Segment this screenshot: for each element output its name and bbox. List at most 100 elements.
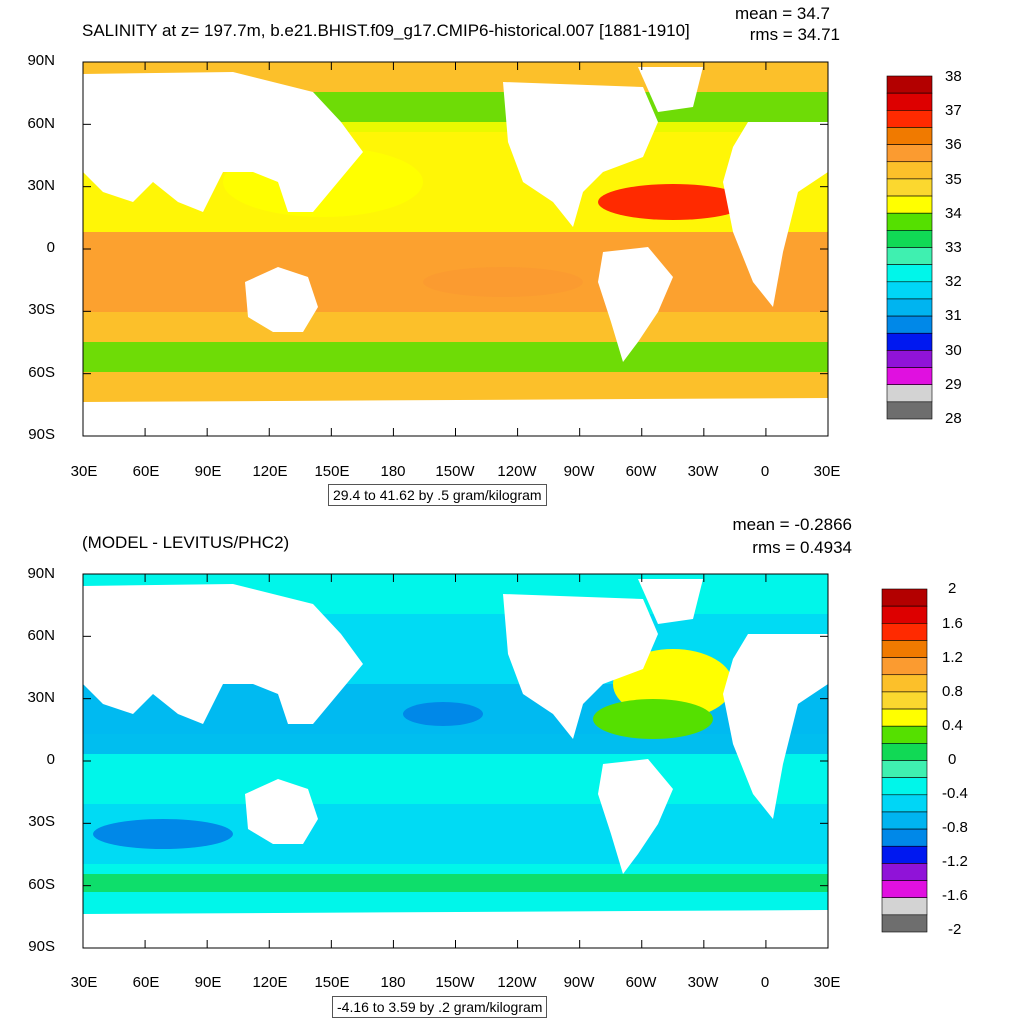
lon-label: 150W	[435, 974, 475, 991]
lat-label: 30S	[28, 301, 55, 318]
lon-label: 180	[380, 974, 406, 991]
land-mask	[638, 579, 703, 624]
rms-label: rms = 0.4934	[752, 538, 852, 557]
colorbar-swatch	[886, 367, 933, 385]
lon-label: 150E	[314, 974, 350, 991]
colorbar-label: 0	[948, 751, 957, 768]
land-mask	[245, 779, 318, 844]
lon-label: 60E	[132, 463, 160, 480]
colorbar-swatch	[881, 845, 928, 864]
colorbar-swatch	[881, 674, 928, 693]
colorbar-label: 30	[945, 342, 962, 359]
land-mask	[83, 584, 363, 724]
contour-band	[83, 317, 828, 339]
panel-title: (MODEL - LEVITUS/PHC2)	[82, 533, 290, 552]
lon-label: 120W	[497, 974, 537, 991]
colorbar-swatch	[881, 760, 928, 778]
colorbar-swatch	[881, 863, 928, 881]
colorbar-swatch	[881, 605, 928, 624]
colorbar-swatch	[881, 794, 928, 813]
colorbar-swatch	[886, 92, 933, 111]
colorbar-swatch	[886, 281, 933, 300]
colorbar-swatch	[881, 691, 928, 710]
contour-band	[83, 874, 828, 892]
lon-label: 30E	[813, 463, 841, 480]
colorbar-swatch	[886, 212, 933, 231]
contour-band	[83, 342, 828, 372]
positive-anomaly-region	[593, 699, 713, 739]
lon-label: 30E	[813, 974, 841, 991]
land-mask	[83, 398, 828, 436]
colorbar-swatch	[886, 247, 933, 265]
colorbar-label: 37	[945, 102, 962, 119]
colorbar-label: 38	[945, 68, 962, 85]
lon-label: 90E	[194, 463, 222, 480]
land-mask	[503, 594, 658, 739]
land-mask	[598, 759, 673, 874]
lon-label: 30E	[70, 463, 98, 480]
colorbar-label: 2	[948, 580, 957, 597]
lat-label: 30S	[28, 813, 55, 830]
colorbar-label: 31	[945, 307, 962, 324]
lon-label: 150E	[314, 463, 350, 480]
colorbar-swatch	[881, 811, 928, 830]
colorbar-swatch	[886, 264, 933, 283]
land-mask	[83, 910, 828, 948]
lon-label: 120W	[497, 463, 537, 480]
colorbar-label: -1.2	[942, 853, 968, 870]
negative-anomaly-region	[93, 819, 233, 849]
colorbar-label: -0.8	[942, 819, 968, 836]
colorbar-swatch	[881, 640, 928, 658]
land-mask	[723, 122, 828, 307]
lon-label: 0	[760, 974, 770, 991]
lat-label: 60N	[27, 627, 55, 644]
colorbar-label: 33	[945, 239, 962, 256]
lat-label: 0	[46, 751, 55, 768]
colorbar-label: -0.4	[942, 785, 968, 802]
colorbar-swatch	[886, 75, 933, 94]
lat-label: 90N	[27, 52, 55, 69]
lon-label: 150W	[435, 463, 475, 480]
high-salinity-region	[598, 184, 748, 220]
lon-label: 30W	[687, 463, 719, 480]
lon-label: 60W	[625, 463, 657, 480]
lon-label: 90W	[563, 463, 595, 480]
colorbar-swatch	[886, 298, 933, 317]
colorbar-swatch	[881, 897, 928, 916]
colorbar-label: 36	[945, 136, 962, 153]
colorbar-swatch	[886, 178, 933, 197]
mean-label: mean = -0.2866	[732, 515, 852, 534]
lat-label: 60N	[27, 115, 55, 132]
colorbar-swatch	[881, 880, 928, 898]
colorbar-label: 1.2	[942, 649, 963, 666]
lat-label: 30N	[27, 689, 55, 706]
colorbar-swatch	[881, 725, 928, 744]
land-mask	[638, 67, 703, 112]
colorbar-swatch	[881, 708, 928, 727]
lat-label: 60S	[28, 364, 55, 381]
land-mask	[723, 634, 828, 819]
colorbar-swatch	[886, 144, 933, 163]
colorbar-swatch	[886, 332, 933, 351]
land-mask	[503, 82, 658, 227]
colorbar-label: 0.4	[942, 717, 963, 734]
lat-label: 30N	[27, 177, 55, 194]
colorbar-swatch	[886, 161, 933, 180]
land-mask	[598, 247, 673, 362]
lat-label: 60S	[28, 876, 55, 893]
colorbar-swatch	[881, 588, 928, 607]
land-mask	[83, 72, 363, 212]
lon-label: 0	[760, 463, 770, 480]
lon-label: 60E	[132, 974, 160, 991]
colorbar-swatch	[881, 657, 928, 676]
colorbar-swatch	[881, 914, 928, 933]
lon-label: 120E	[252, 974, 288, 991]
colorbar-label: 34	[945, 205, 962, 222]
contour-info: 29.4 to 41.62 by .5 gram/kilogram	[328, 484, 547, 506]
colorbar-swatch	[881, 828, 928, 847]
lon-label: 90E	[194, 974, 222, 991]
colorbar-swatch	[886, 315, 933, 334]
colorbar-label: 1.6	[942, 615, 963, 632]
lat-label: 90N	[27, 565, 55, 582]
